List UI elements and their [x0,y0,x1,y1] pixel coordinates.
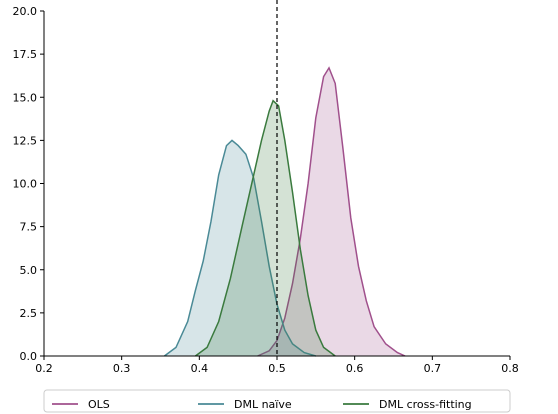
y-tick-label: 7.5 [20,221,38,234]
series-dml-naive [163,139,317,357]
x-tick-label: 0.6 [346,362,364,375]
x-tick-label: 0.7 [424,362,442,375]
legend: OLS DML naïve DML cross-fitting [43,389,511,413]
series-dml-cross-fitting [194,99,336,357]
series-line-dml-cross-fitting [194,99,336,357]
y-tick-label: 5.0 [20,264,38,277]
legend-label-dml-cross-fitting: DML cross-fitting [379,398,472,411]
series-area-ols [257,67,406,357]
x-tick-label: 0.5 [268,362,286,375]
series-area-dml-naive [164,140,316,356]
y-tick-label: 0.0 [20,350,38,363]
x-tick-label: 0.2 [35,362,53,375]
series-ols [257,66,406,357]
series-line-dml-naive [163,139,317,357]
axes: 0.2 0.3 0.4 0.5 0.6 0.7 0.8 0.0 2.5 5.0 7.5 10.0 12.… [13,0,519,375]
x-tick-label: 0.4 [191,362,209,375]
density-areas [163,66,406,357]
series-area-dml-cross-fitting [195,100,336,356]
series-line-ols [257,66,406,357]
legend-label-dml-naive: DML naïve [234,398,292,411]
y-tick-label: 10.0 [13,178,38,191]
y-tick-label: 2.5 [20,307,38,320]
legend-frame [43,389,511,413]
legend-label-ols: OLS [88,398,110,411]
y-tick-label: 15.0 [13,91,38,104]
x-tick-label: 0.8 [501,362,519,375]
y-tick-label: 20.0 [13,5,38,18]
y-tick-label: 12.5 [13,134,38,147]
y-tick-label: 17.5 [13,48,38,61]
x-tick-label: 0.3 [113,362,131,375]
